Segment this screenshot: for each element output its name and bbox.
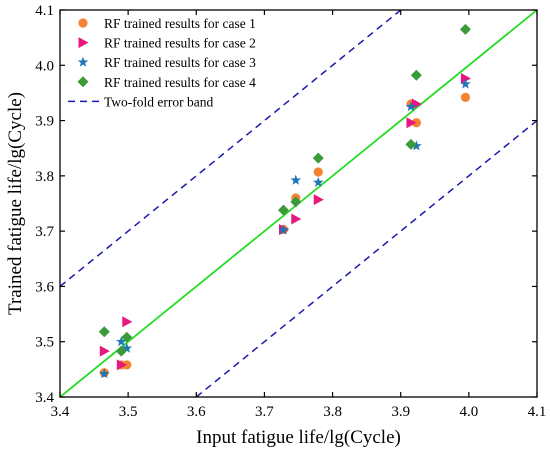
axis-ticks: 3.4 3.5 3.6 3.7 3.8 3.9 4.0 4.1 3.4 3.5 3.6 3.7 3.8 3… <box>35 3 546 420</box>
data-point-case-4 <box>312 152 324 164</box>
data-point-case-4 <box>459 23 471 35</box>
x-tick-label: 4.1 <box>528 404 547 420</box>
legend-label-case-4: RF trained results for case 4 <box>104 75 256 90</box>
x-axis-label: Input fatigue life/lg(Cycle) <box>196 427 401 448</box>
data-point-case-3 <box>312 176 324 188</box>
legend-label-case-2: RF trained results for case 2 <box>104 36 256 51</box>
data-point-case-2 <box>411 98 422 110</box>
data-point-case-2 <box>122 316 133 328</box>
y-tick-label: 3.6 <box>35 279 54 295</box>
plot-content <box>60 10 537 397</box>
legend-label-case-3: RF trained results for case 3 <box>104 55 256 70</box>
legend-marker-case-4 <box>77 76 89 88</box>
data-point-case-4 <box>278 204 290 216</box>
data-point-case-3 <box>278 224 289 235</box>
x-tick-label: 3.4 <box>51 404 70 420</box>
y-tick-label: 4.0 <box>35 58 54 74</box>
y-axis-label: Trained fatigue life/lg(Cycle) <box>5 92 26 315</box>
y-tick-label: 3.9 <box>35 114 54 130</box>
x-tick-label: 3.5 <box>119 404 138 420</box>
plot-frame <box>59 9 538 398</box>
y-tick-label: 4.1 <box>35 3 54 19</box>
data-point-case-2 <box>406 117 417 129</box>
data-point-case-4 <box>115 345 127 357</box>
data-point-case-3 <box>98 368 110 379</box>
data-point-case-3 <box>121 342 133 353</box>
data-point-case-2 <box>313 194 324 206</box>
data-point-case-3 <box>290 174 302 185</box>
x-tick-label: 4.0 <box>459 404 478 420</box>
data-point-case-1 <box>313 167 323 177</box>
data-point-case-3 <box>411 140 422 151</box>
two-fold-band-line-2 <box>195 119 537 397</box>
data-point-case-1 <box>460 92 471 102</box>
data-point-case-2 <box>116 359 127 371</box>
two-fold-band-line-1 <box>60 10 402 288</box>
data-point-case-2 <box>460 73 471 85</box>
x-tick-label: 3.7 <box>255 404 274 420</box>
y-tick-label: 3.7 <box>35 224 54 240</box>
data-point-case-2 <box>291 213 302 225</box>
legend-marker-case-3 <box>77 56 89 67</box>
x-tick-label: 3.8 <box>323 404 342 420</box>
data-point-case-4 <box>290 196 302 208</box>
data-point-case-4 <box>121 331 133 343</box>
legend-label-case-1: RF trained results for case 1 <box>104 16 256 31</box>
legend-label-error-band: Two-fold error band <box>104 94 214 109</box>
legend: RF trained results for case 1 RF trained … <box>68 16 256 109</box>
data-point-case-2 <box>99 345 110 357</box>
data-point-case-3 <box>460 78 471 89</box>
y-tick-label: 3.8 <box>35 169 54 185</box>
data-point-case-3 <box>405 101 417 112</box>
legend-marker-case-1 <box>78 18 88 28</box>
data-point-case-4 <box>410 69 422 81</box>
y-tick-label: 3.4 <box>35 390 54 406</box>
legend-marker-case-2 <box>78 37 89 49</box>
data-point-case-4 <box>98 326 110 338</box>
y-tick-label: 3.5 <box>35 335 54 351</box>
data-point-case-3 <box>116 336 127 347</box>
data-point-case-4 <box>405 138 417 150</box>
x-tick-label: 3.6 <box>187 404 206 420</box>
x-tick-label: 3.9 <box>391 404 410 420</box>
